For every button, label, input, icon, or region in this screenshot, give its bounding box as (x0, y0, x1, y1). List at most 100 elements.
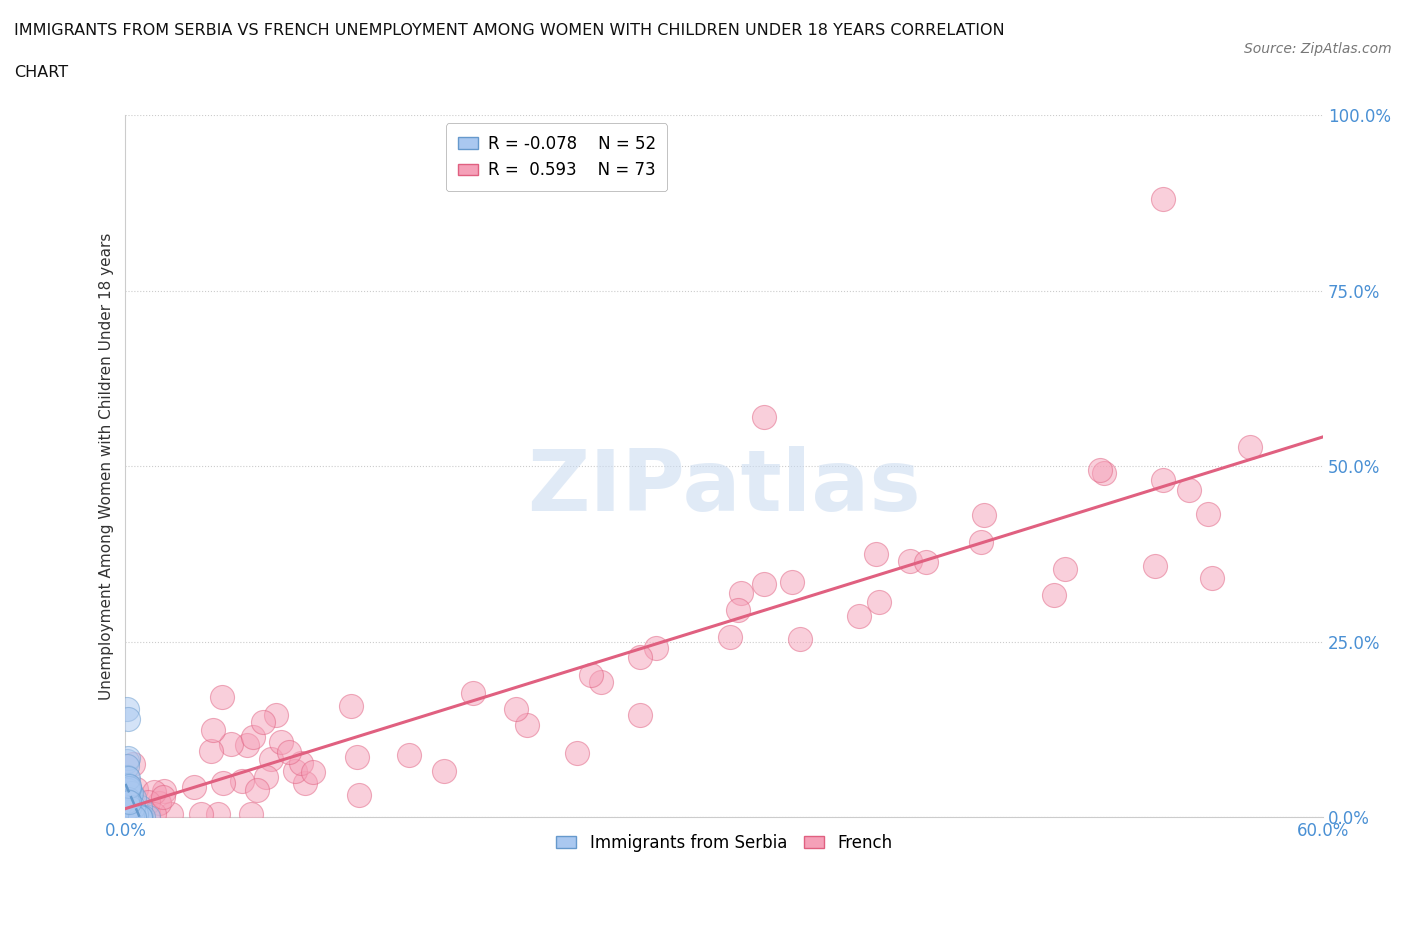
Point (1152, 192, 1174, 206)
Point (122, 810, 145, 825)
Point (290, 755, 312, 770)
Point (505, 701, 527, 716)
Point (121, 808, 143, 823)
Text: IMMIGRANTS FROM SERBIA VS FRENCH UNEMPLOYMENT AMONG WOMEN WITH CHILDREN UNDER 18: IMMIGRANTS FROM SERBIA VS FRENCH UNEMPLO… (14, 23, 1005, 38)
Point (1092, 466, 1115, 481)
Point (118, 781, 141, 796)
Point (973, 508, 995, 523)
Point (115, 777, 138, 792)
Point (780, 575, 803, 590)
Point (207, 806, 229, 821)
Point (117, 711, 139, 726)
Point (121, 756, 143, 771)
Point (115, 777, 138, 792)
Point (284, 764, 307, 778)
Point (138, 806, 160, 821)
Point (118, 796, 141, 811)
Point (117, 753, 139, 768)
Point (221, 737, 243, 751)
Point (118, 801, 141, 816)
Text: ZIPatlas: ZIPatlas (527, 445, 921, 529)
Point (461, 685, 484, 700)
Point (516, 718, 538, 733)
Point (302, 765, 325, 780)
Point (153, 784, 176, 799)
Point (118, 794, 141, 809)
Point (125, 807, 148, 822)
Point (1197, 507, 1219, 522)
Point (236, 738, 259, 753)
Point (340, 698, 363, 713)
Legend: Immigrants from Serbia, French: Immigrants from Serbia, French (550, 827, 898, 858)
Point (242, 730, 264, 745)
Text: Source: ZipAtlas.com: Source: ZipAtlas.com (1244, 42, 1392, 56)
Point (128, 800, 150, 815)
Point (117, 770, 139, 785)
Point (143, 784, 166, 799)
Point (125, 781, 148, 796)
Point (148, 795, 170, 810)
Point (898, 553, 921, 568)
Point (117, 778, 139, 793)
Point (200, 744, 222, 759)
Point (398, 747, 420, 762)
Point (1053, 562, 1076, 577)
Point (122, 810, 145, 825)
Point (270, 735, 292, 750)
Point (212, 776, 235, 790)
Point (260, 751, 283, 766)
Point (645, 641, 668, 656)
Point (120, 790, 142, 804)
Point (122, 810, 145, 825)
Point (128, 810, 150, 825)
Point (117, 788, 139, 803)
Point (211, 690, 233, 705)
Point (433, 764, 456, 778)
Point (118, 789, 141, 804)
Point (143, 806, 166, 821)
Point (152, 790, 174, 804)
Point (294, 776, 316, 790)
Point (118, 778, 141, 793)
Point (190, 806, 212, 821)
Point (159, 806, 181, 821)
Point (118, 784, 141, 799)
Point (868, 595, 890, 610)
Point (848, 609, 870, 624)
Point (136, 810, 159, 825)
Point (117, 751, 139, 765)
Point (117, 701, 139, 716)
Point (347, 788, 370, 803)
Point (117, 758, 139, 773)
Point (1152, 472, 1174, 487)
Point (117, 783, 139, 798)
Point (1090, 462, 1112, 477)
Point (136, 795, 159, 810)
Point (124, 810, 146, 825)
Point (789, 631, 811, 646)
Point (115, 769, 138, 784)
Point (579, 668, 602, 683)
Point (115, 790, 138, 805)
Point (1144, 559, 1167, 574)
Point (121, 810, 143, 825)
Point (277, 744, 299, 759)
Point (117, 791, 139, 806)
Point (264, 708, 287, 723)
Point (121, 810, 143, 825)
Point (754, 409, 776, 424)
Point (122, 799, 145, 814)
Point (120, 804, 142, 819)
Point (589, 675, 612, 690)
Point (865, 547, 887, 562)
Point (231, 774, 253, 789)
Point (246, 783, 269, 798)
Point (118, 794, 141, 809)
Point (115, 792, 138, 807)
Point (183, 779, 205, 794)
Point (122, 790, 145, 805)
Point (1239, 440, 1261, 455)
Point (1177, 483, 1199, 498)
Point (628, 650, 651, 665)
Point (969, 535, 991, 550)
